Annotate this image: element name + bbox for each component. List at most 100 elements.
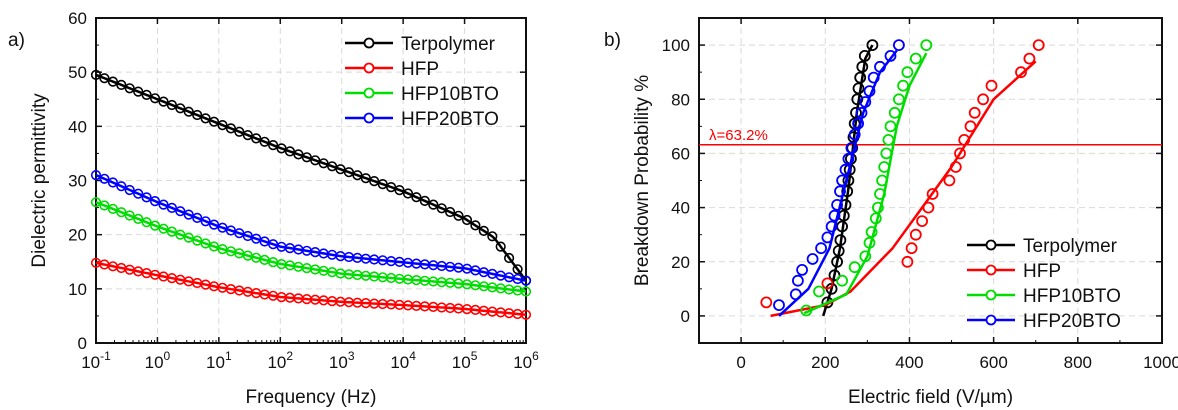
x-tick-exponent: 4 [409,349,416,363]
data-point [217,119,228,131]
x-tick-label: 200 [811,353,839,372]
x-tick-exponent: -1 [100,349,111,363]
data-point [133,86,144,97]
data-point [1023,52,1036,65]
legend-item: HFP [345,59,439,80]
y-tick-label: 40 [68,117,87,136]
data-point [977,93,989,106]
data-point [242,130,253,141]
data-point [920,39,933,51]
data-point [487,231,498,242]
data-point [99,73,110,84]
data-point [200,216,211,227]
data-point [470,220,481,231]
legend-label: HFP [1023,261,1061,282]
data-point [834,234,847,247]
data-point [394,185,405,196]
data-point [964,120,977,133]
data-point [884,50,897,62]
data-point [848,128,861,141]
data-point [825,220,838,233]
data-point [478,225,489,236]
x-tick-label: 104 [390,349,416,372]
x-axis-label: Electric field (V/µm) [848,387,1013,408]
legend-item: Terpolymer [967,236,1118,257]
data-point [343,167,355,178]
x-tick-exponent: 3 [348,349,355,363]
legend-label: HFP10BTO [401,84,499,105]
series-hfp10bto [90,197,532,297]
data-point [90,69,102,80]
data-point [831,198,843,211]
legend-marker [985,264,997,276]
panel-label: a) [8,30,25,51]
data-point [855,106,868,119]
x-tick-label: 400 [895,353,923,372]
data-point [848,261,861,274]
data-point [208,219,220,230]
x-tick-label: 100 [145,349,171,372]
data-point [888,106,901,119]
data-point [453,210,464,221]
data-point [858,50,871,62]
data-point [175,206,186,217]
data-point [792,274,804,287]
legend-marker [363,87,375,99]
data-point [175,103,186,114]
x-tick-base: 10 [81,353,100,372]
data-point [116,207,127,218]
data-point [856,60,869,73]
data-point [149,220,161,231]
data-point [259,136,270,147]
data-point [133,213,144,224]
data-point [863,85,876,97]
data-point [852,117,864,130]
data-point [831,255,843,268]
data-point [90,170,102,181]
x-tick-exponent: 2 [286,349,293,363]
data-point [436,203,447,214]
data-point [842,152,855,165]
data-point [897,79,909,92]
data-point [183,106,194,117]
y-axis-label: Breakdown Probability % [632,75,653,286]
series-hfp20bto [773,39,905,317]
data-point [445,206,456,218]
legend-marker [363,112,375,124]
data-point [865,226,878,238]
y-tick-label: 10 [68,280,87,299]
x-tick-label: 105 [452,349,478,372]
data-point [520,275,532,286]
legend-label: HFP [401,59,439,80]
y-tick-label: 20 [68,226,87,245]
data-point [402,188,414,199]
data-point [495,241,506,252]
x-tick-base: 10 [206,353,225,372]
y-axis-label: Dielectric permittivity [29,93,50,268]
data-point [834,185,846,198]
data-point [192,109,203,121]
data-point [851,93,864,106]
data-point [821,231,834,244]
data-point [836,274,848,287]
data-point [1032,39,1045,51]
data-point [866,39,879,51]
data-point [284,146,296,157]
data-point [318,158,329,169]
data-point [419,195,430,206]
legend-label: HFP20BTO [401,109,499,130]
data-point [878,161,891,173]
data-point [183,232,194,243]
y-tick-label: 20 [671,253,690,272]
data-point [192,212,203,223]
data-point [158,199,169,210]
data-point [141,217,152,228]
data-point [958,133,971,146]
data-point [124,184,135,196]
data-point [149,93,161,104]
x-tick-label: 101 [206,349,232,372]
data-point [512,264,523,275]
x-tick-base: 10 [390,353,409,372]
data-point [852,82,865,95]
legend-item: HFP20BTO [345,109,499,130]
